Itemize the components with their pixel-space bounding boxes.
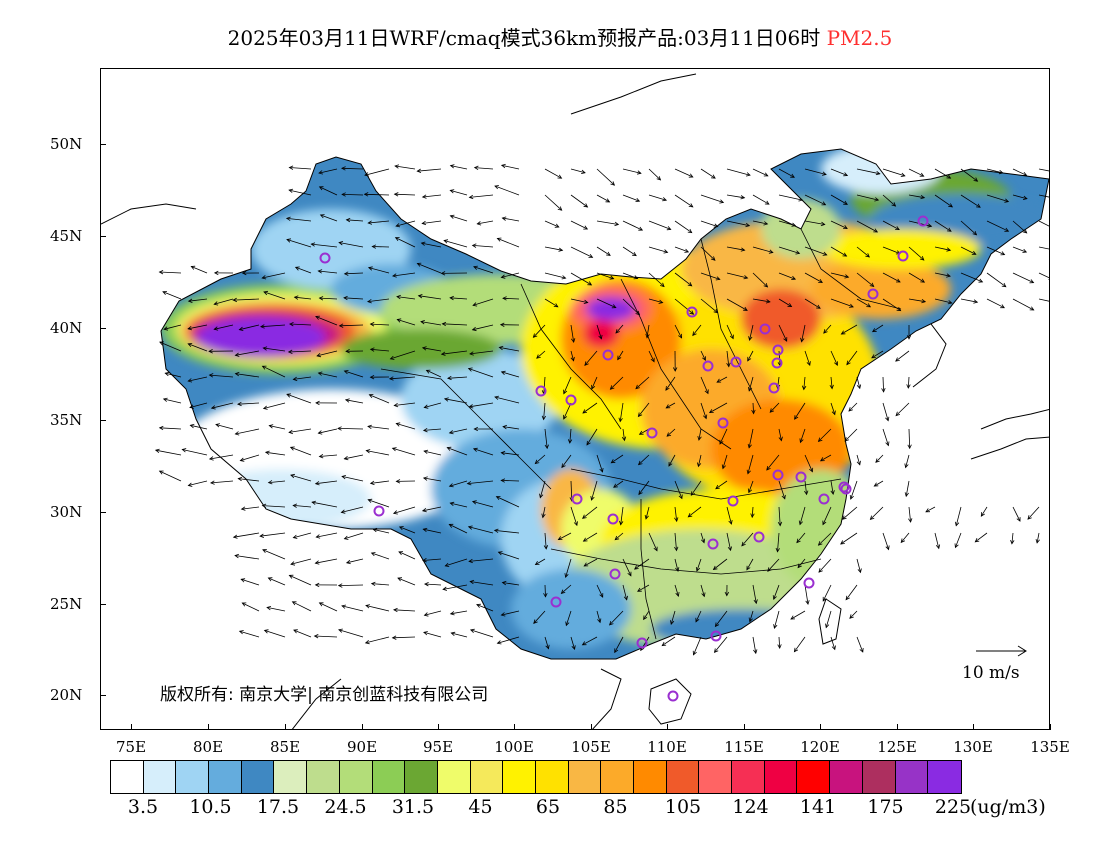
legend-swatch <box>176 761 210 793</box>
lon-label: 130E <box>953 738 993 756</box>
legend-unit: (ug/m3) <box>970 796 1046 818</box>
lat-tick <box>100 512 106 513</box>
lat-label: 45N <box>50 227 83 245</box>
lon-label: 100E <box>494 738 534 756</box>
legend-label: 24.5 <box>324 796 367 818</box>
city-markers <box>319 215 929 702</box>
legend-swatch <box>209 761 242 793</box>
lon-label: 80E <box>192 738 224 756</box>
lon-label: 120E <box>800 738 840 756</box>
map-panel <box>100 68 1050 730</box>
title-main: 2025年03月11日WRF/cmaq模式36km预报产品:03月11日06时 <box>227 26 821 50</box>
legend-swatch <box>437 761 471 793</box>
legend-label: 175 <box>867 796 904 818</box>
lon-tick <box>285 724 286 730</box>
legend-label: 124 <box>732 796 769 818</box>
lon-tick <box>438 724 439 730</box>
lat-label: 25N <box>50 595 83 613</box>
color-legend <box>110 760 962 794</box>
legend-swatch <box>372 761 406 793</box>
lat-label: 20N <box>50 686 83 704</box>
wind-scale-label: 10 m/s <box>962 663 1020 683</box>
legend-label: 45 <box>468 796 493 818</box>
lat-tick <box>100 420 106 421</box>
lat-label: 30N <box>50 503 83 521</box>
lon-label: 105E <box>571 738 611 756</box>
lat-tick <box>100 328 106 329</box>
legend-swatch <box>535 761 569 793</box>
legend-label: 105 <box>664 796 702 818</box>
legend-swatch <box>928 761 961 793</box>
legend-label: 3.5 <box>127 796 159 818</box>
legend-swatch <box>405 761 438 793</box>
lon-label: 85E <box>269 738 301 756</box>
lat-tick <box>100 604 106 605</box>
lat-label: 35N <box>50 411 83 429</box>
legend-swatch <box>568 761 602 793</box>
legend-swatch <box>666 761 700 793</box>
legend-swatch <box>895 761 929 793</box>
pm25-field-map <box>101 73 1049 729</box>
legend-swatch <box>274 761 308 793</box>
lat-tick <box>100 144 106 145</box>
legend-label: 85 <box>603 796 628 818</box>
lon-label: 125E <box>877 738 917 756</box>
lon-tick <box>514 724 515 730</box>
legend-label: 141 <box>799 796 837 818</box>
legend-swatch <box>339 761 373 793</box>
legend-swatch <box>307 761 340 793</box>
legend-swatch <box>470 761 504 793</box>
lon-label: 95E <box>422 738 454 756</box>
legend-label: 17.5 <box>256 796 300 818</box>
lon-label: 110E <box>647 738 687 756</box>
lon-tick <box>744 724 745 730</box>
lon-label: 115E <box>724 738 764 756</box>
legend-swatch <box>797 761 831 793</box>
legend-swatch <box>764 761 798 793</box>
legend-swatch <box>601 761 634 793</box>
lon-label: 90E <box>346 738 378 756</box>
legend-swatch <box>503 761 536 793</box>
legend-label: 65 <box>535 796 561 818</box>
legend-swatch <box>699 761 733 793</box>
lat-label: 40N <box>50 319 83 337</box>
lon-label: 135E <box>1030 738 1070 756</box>
lon-tick <box>973 724 974 730</box>
title-species: PM2.5 <box>826 26 893 50</box>
lon-tick <box>591 724 592 730</box>
lon-tick <box>667 724 668 730</box>
legend-label: 31.5 <box>391 796 435 818</box>
lon-tick <box>131 724 132 730</box>
lon-tick <box>362 724 363 730</box>
lon-tick <box>208 724 209 730</box>
lat-tick <box>100 236 106 237</box>
lon-tick <box>1050 724 1051 730</box>
legend-swatch <box>634 761 667 793</box>
map-title: 2025年03月11日WRF/cmaq模式36km预报产品:03月11日06时 … <box>0 22 1100 51</box>
legend-swatch <box>830 761 863 793</box>
legend-swatch <box>732 761 765 793</box>
legend-label: 10.5 <box>189 796 232 818</box>
wind-vectors <box>154 163 1049 656</box>
lat-tick <box>100 695 106 696</box>
legend-label: 225 <box>934 796 972 818</box>
wind-scale-arrow <box>976 645 1027 657</box>
lon-label: 75E <box>115 738 147 756</box>
copyright-text: 版权所有: 南京大学| 南京创蓝科技有限公司 <box>160 685 489 705</box>
legend-swatch <box>241 761 275 793</box>
legend-swatch <box>143 761 177 793</box>
lat-label: 50N <box>50 135 83 153</box>
legend-swatch <box>862 761 896 793</box>
lon-tick <box>897 724 898 730</box>
legend-swatch <box>111 761 144 793</box>
lon-tick <box>820 724 821 730</box>
